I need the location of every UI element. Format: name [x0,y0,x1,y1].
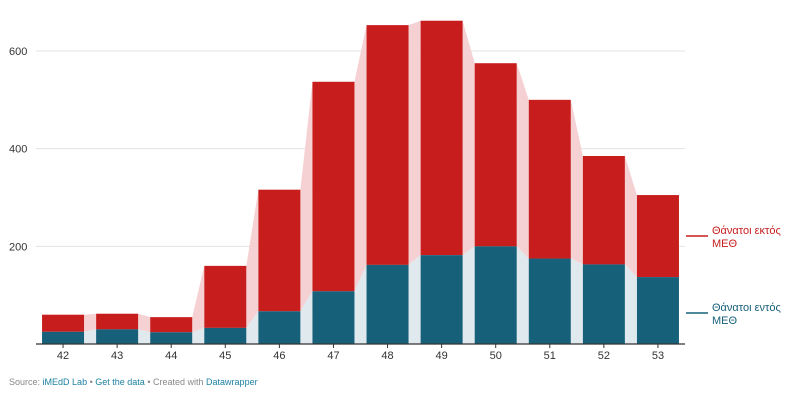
connector-band-outside [570,99,583,265]
get-data-link[interactable]: Get the data [95,377,145,387]
connector-band-inside [300,291,313,344]
bar-outside-icu [636,195,679,278]
bar-inside-icu [312,291,355,344]
bar-inside-icu [96,329,139,344]
footer-separator: • [147,377,151,387]
legend-label-line2: ΜΕΘ [712,315,738,327]
x-tick-label: 44 [165,350,177,362]
bar-outside-icu [582,155,625,265]
bar-outside-icu [42,314,85,332]
x-tick-label: 52 [598,350,610,362]
bar-inside-icu [528,258,571,344]
x-tick-label: 43 [111,350,123,362]
connector-band-outside [300,81,313,312]
bar-outside-icu [528,99,571,259]
connector-band-inside [138,329,151,344]
connector-band-inside [408,255,421,344]
footer: Source: iMEdD Lab • Get the data • Creat… [9,377,258,387]
datawrapper-link[interactable]: Datawrapper [206,377,258,387]
y-tick-label: 400 [9,144,27,156]
bar-outside-icu [204,265,247,328]
bar-inside-icu [204,327,247,344]
connector-band-inside [84,329,97,344]
bar-inside-icu [366,264,409,344]
connector-band-outside [462,20,475,256]
legend-label-line1: Θάνατοι εντός [712,302,781,314]
connector-band-inside [246,311,259,344]
bar-inside-icu [474,246,517,344]
connector-band-outside [354,25,367,292]
x-tick-label: 46 [273,350,285,362]
bar-inside-icu [636,277,679,344]
connector-band-outside [246,189,259,328]
x-tick-label: 50 [490,350,502,362]
bar-outside-icu [258,189,301,312]
axes: 200 400 600 42 43 44 45 46 47 48 49 50 51 52 53 [9,46,685,362]
x-tick-label: 42 [57,350,69,362]
connector-band-inside [516,246,529,344]
connector-band-inside [462,246,475,344]
bar-outside-icu [96,313,139,330]
connector-band-outside [624,155,637,278]
connector-band-inside [570,258,583,344]
created-with-label: Created with [153,377,204,387]
footer-separator: • [89,377,93,387]
x-tick-label: 47 [327,350,339,362]
x-tick-label: 48 [381,350,393,362]
bar-outside-icu [420,20,463,256]
y-tick-label: 200 [9,241,27,253]
connector-band-outside [138,313,151,333]
connector-band-outside [84,313,97,332]
bar-outside-icu [366,25,409,265]
bars [42,20,679,344]
bar-inside-icu [420,255,463,344]
bar-outside-icu [312,81,355,292]
connector-bands [84,20,637,344]
x-tick-label: 49 [436,350,448,362]
bar-outside-icu [474,63,517,247]
source-link[interactable]: iMEdD Lab [42,377,88,387]
connector-band-outside [192,265,205,333]
y-tick-label: 600 [9,46,27,58]
bar-outside-icu [150,317,193,333]
bar-inside-icu [258,311,301,344]
bar-inside-icu [150,332,193,344]
connector-band-inside [624,264,637,344]
x-tick-label: 53 [652,350,664,362]
connector-band-outside [408,20,421,265]
connector-band-outside [516,63,529,259]
bar-inside-icu [582,264,625,344]
x-tick-label: 51 [544,350,556,362]
x-tick-label: 45 [219,350,231,362]
source-label: Source: [9,377,41,387]
legend-label-line1: Θάνατοι εκτός [712,225,781,237]
legend-label-line2: ΜΕΘ [712,238,738,250]
bar-inside-icu [42,331,85,344]
connector-band-inside [354,264,367,344]
connector-band-inside [192,327,205,344]
